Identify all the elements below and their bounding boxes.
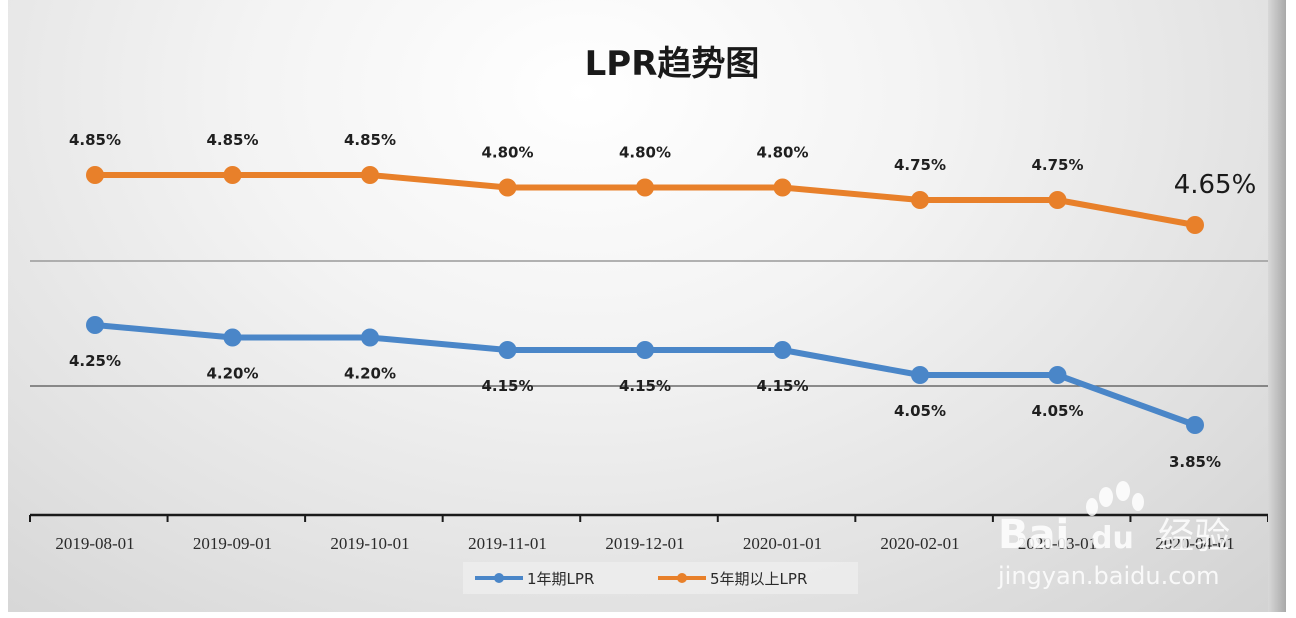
lpr-line-chart: LPR趋势图 2019-08-01 2019-09-01 2019-10-01 201…	[29, 44, 1269, 594]
data-label: 4.20%	[344, 365, 396, 383]
data-point	[636, 178, 654, 197]
x-tick-label: 2020-02-01	[880, 534, 959, 553]
data-label: 4.80%	[481, 144, 533, 162]
data-point	[498, 178, 517, 197]
data-label: 4.05%	[1031, 402, 1083, 420]
baidu-watermark: Bai du 经验 jingyan.baidu.com	[997, 481, 1230, 590]
x-tick-label: 2019-12-01	[605, 534, 684, 553]
data-point	[223, 328, 242, 347]
data-label: 4.15%	[756, 377, 808, 395]
x-tick-label: 2020-04-01	[1155, 534, 1234, 553]
legend-item-label: 5年期以上LPR	[710, 570, 807, 588]
data-label: 4.85%	[344, 131, 396, 149]
data-point	[498, 341, 517, 359]
data-point	[1048, 366, 1067, 384]
x-tick-label: 2020-01-01	[743, 534, 822, 553]
data-label: 4.85%	[69, 131, 121, 149]
data-point	[361, 328, 379, 347]
watermark-brand2: du	[1091, 521, 1134, 556]
x-tick-label: 2020-03-01	[1018, 534, 1097, 553]
data-label: 3.85%	[1169, 453, 1221, 471]
data-label: 4.75%	[894, 156, 946, 174]
legend-marker-icon	[494, 573, 504, 583]
data-label: 4.80%	[619, 144, 671, 162]
x-tick-label: 2019-10-01	[330, 534, 409, 553]
legend-marker-icon	[677, 573, 687, 583]
data-point	[1048, 191, 1067, 209]
watermark-cn: 经验	[1158, 516, 1230, 557]
data-label: 4.05%	[894, 402, 946, 420]
data-point	[86, 316, 104, 334]
data-label: 4.15%	[619, 377, 671, 395]
data-point	[773, 341, 792, 359]
data-point	[361, 166, 379, 184]
paw-icon	[1086, 481, 1144, 516]
chart-frame: LPR趋势图 2019-08-01 2019-09-01 2019-10-01 201…	[8, 0, 1286, 612]
data-point	[1186, 416, 1204, 434]
chart-title: LPR趋势图	[585, 44, 760, 84]
data-label: 4.85%	[206, 131, 258, 149]
data-point	[636, 341, 654, 359]
data-point	[86, 166, 104, 184]
data-label: 4.25%	[69, 352, 121, 370]
data-point	[911, 191, 929, 209]
data-label: 4.15%	[481, 377, 533, 395]
data-point	[223, 166, 242, 184]
data-label: 4.80%	[756, 144, 808, 162]
legend-item-label: 1年期LPR	[527, 570, 594, 588]
data-label: 4.75%	[1031, 156, 1083, 174]
data-label: 4.20%	[206, 365, 258, 383]
series-line-1yr	[94, 322, 1197, 428]
watermark-url: jingyan.baidu.com	[997, 562, 1219, 590]
data-point	[773, 178, 792, 197]
x-tick-label: 2019-09-01	[193, 534, 272, 553]
x-tick-label: 2019-08-01	[55, 534, 134, 553]
data-label: 4.65%	[1174, 170, 1257, 200]
x-tick-label: 2019-11-01	[468, 534, 547, 553]
watermark-brand: Bai	[998, 512, 1069, 558]
data-point	[1186, 216, 1204, 234]
data-point	[911, 366, 929, 384]
